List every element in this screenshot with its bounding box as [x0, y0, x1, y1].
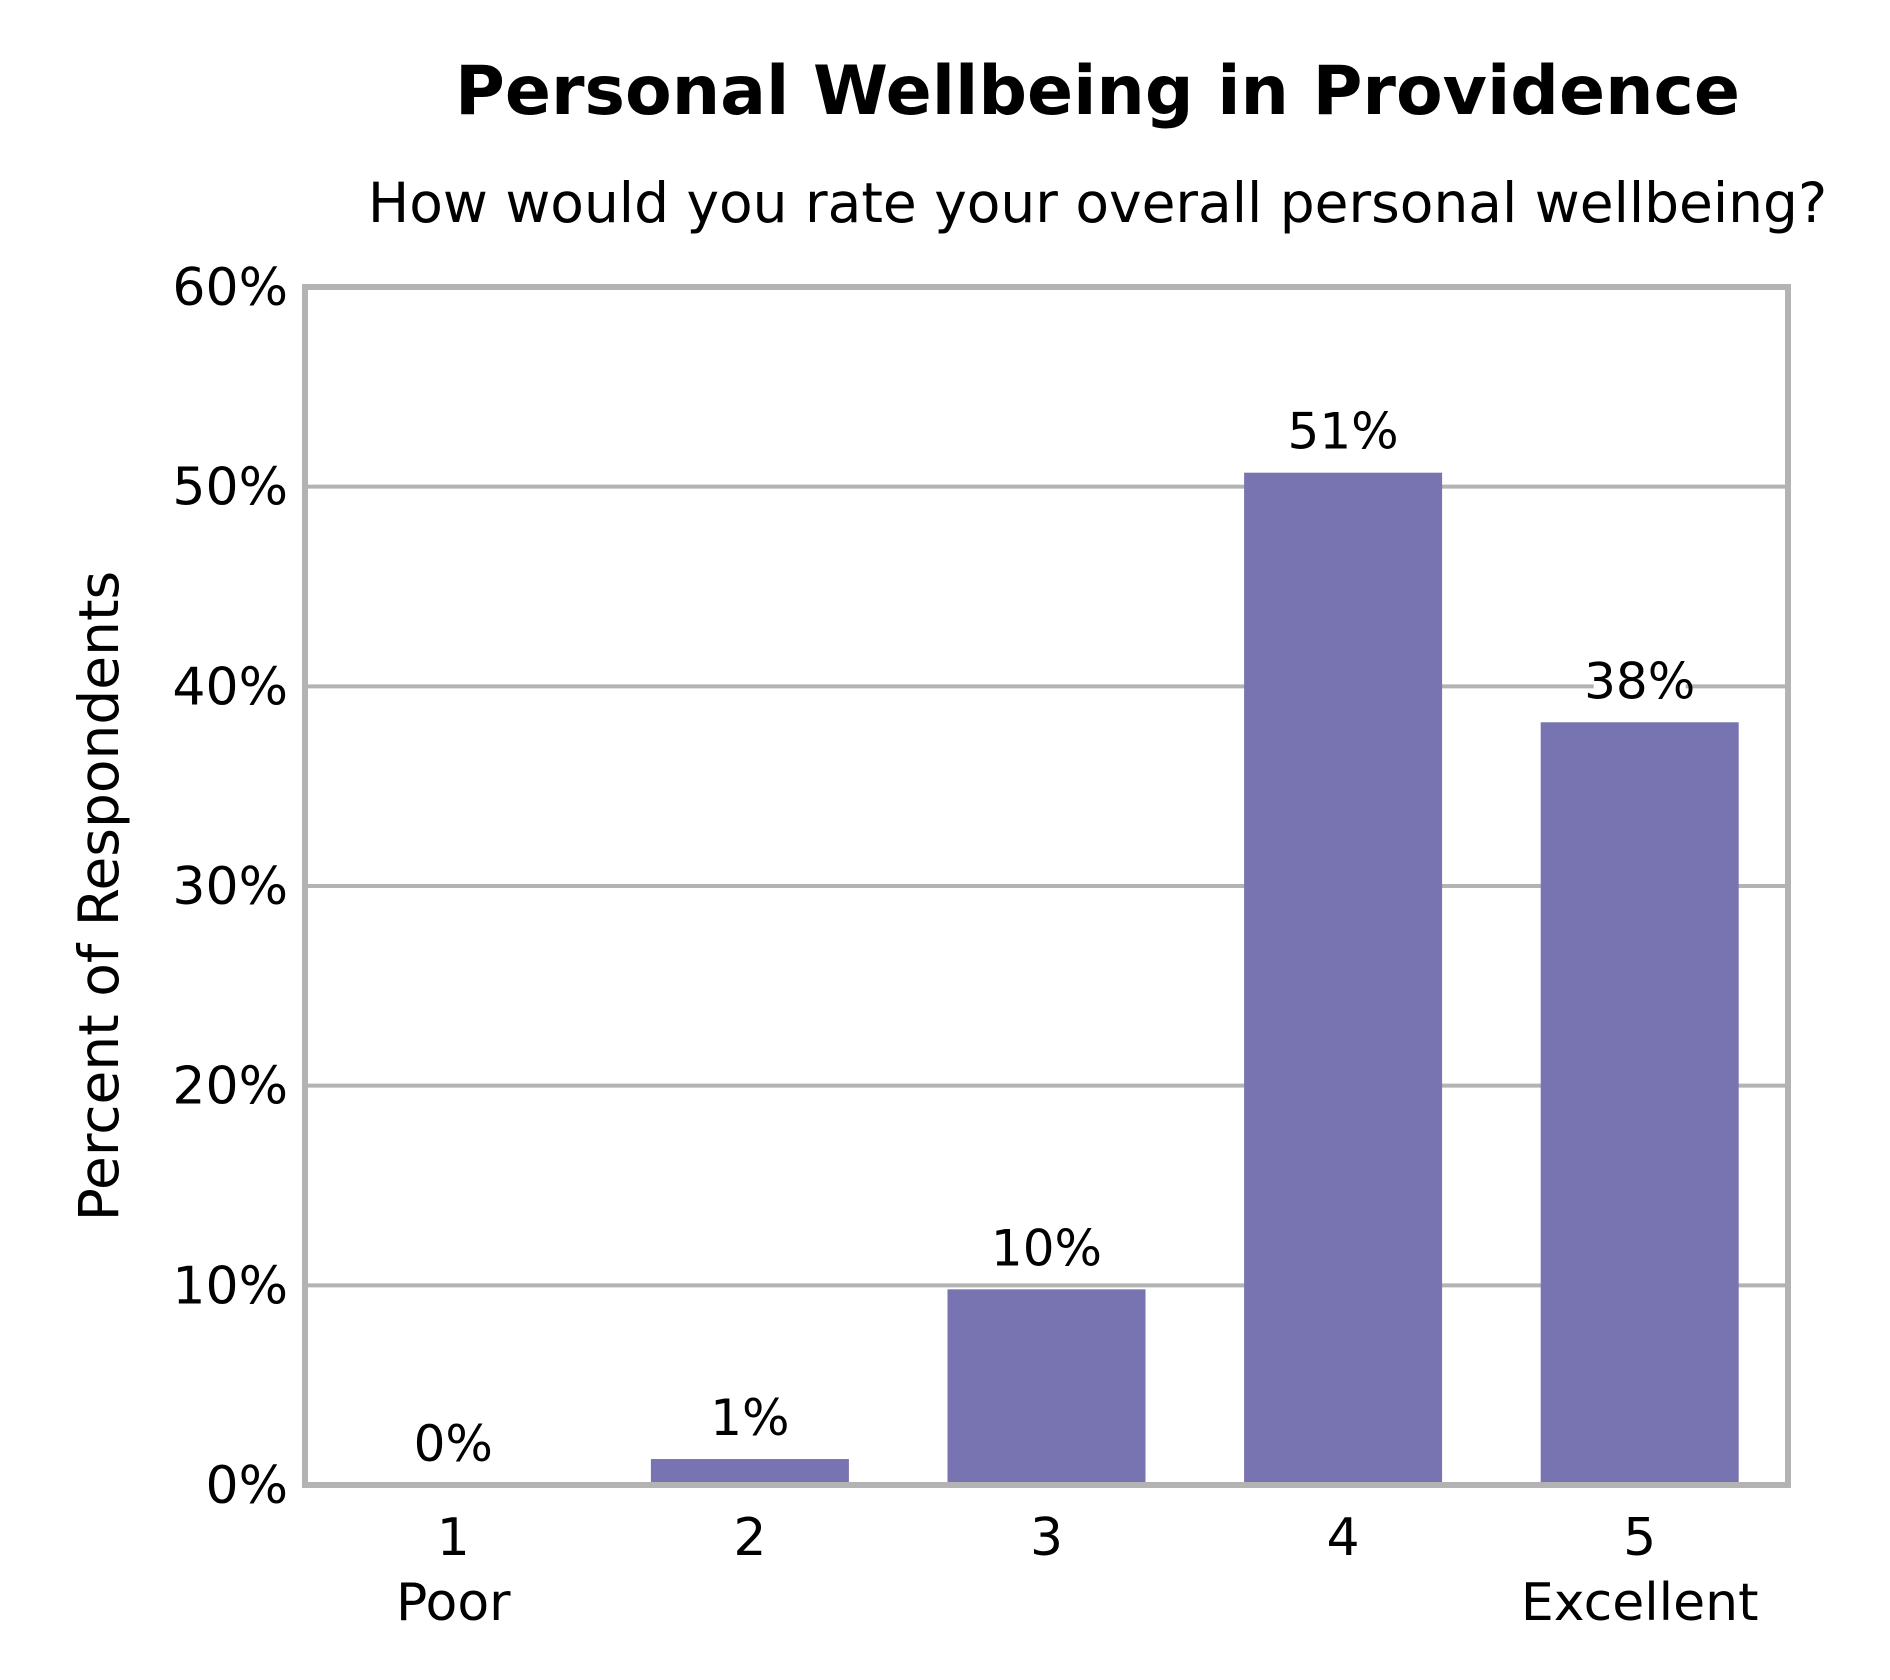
- bar-2: [650, 1459, 849, 1485]
- y-tick-label: 50%: [172, 458, 288, 518]
- data-label-2: 1%: [710, 1389, 789, 1447]
- x-tick-label: 3: [1030, 1508, 1063, 1568]
- data-label-background: [1593, 654, 1686, 709]
- x-tick-label: 4: [1327, 1508, 1360, 1568]
- data-label-background: [717, 1391, 782, 1446]
- bar-5: [1540, 722, 1739, 1485]
- y-tick-label: 40%: [172, 657, 288, 717]
- y-tick-label: 0%: [206, 1456, 289, 1516]
- data-labels: 0% 1% 10% 51% 38%: [414, 403, 1696, 1473]
- bar-4: [1244, 472, 1443, 1485]
- data-label-background: [1000, 1221, 1093, 1276]
- data-label-5: 38%: [1584, 652, 1695, 710]
- data-label-1: 0%: [414, 1415, 493, 1473]
- chart-title: Personal Wellbeing in Providence: [455, 52, 1740, 131]
- x-tick-label: 1: [437, 1508, 470, 1568]
- data-label-4: 51%: [1288, 403, 1399, 461]
- bars: [650, 472, 1739, 1485]
- data-label-background: [1297, 404, 1390, 459]
- bar-3: [947, 1289, 1146, 1485]
- plot-frame: [302, 284, 1791, 1488]
- x-tick-label: 2: [733, 1508, 766, 1568]
- y-axis-title: Percent of Respondents: [67, 571, 131, 1221]
- x-tick-label: 5: [1623, 1508, 1656, 1568]
- y-tick-label: 10%: [172, 1256, 288, 1316]
- y-tick-label: 60%: [172, 258, 288, 318]
- chart-subtitle: How would you rate your overall personal…: [367, 171, 1828, 235]
- x-tick-sublabel: Poor: [396, 1573, 511, 1633]
- data-label-3: 10%: [991, 1219, 1102, 1277]
- y-tick-labels: 0% 10% 20% 30% 40% 50% 60%: [172, 258, 288, 1516]
- y-tick-label: 20%: [172, 1057, 288, 1117]
- plot-border: [302, 284, 1791, 1488]
- x-tick-sublabel: Excellent: [1521, 1573, 1759, 1633]
- data-label-background: [421, 1417, 486, 1471]
- y-tick-label: 30%: [172, 857, 288, 917]
